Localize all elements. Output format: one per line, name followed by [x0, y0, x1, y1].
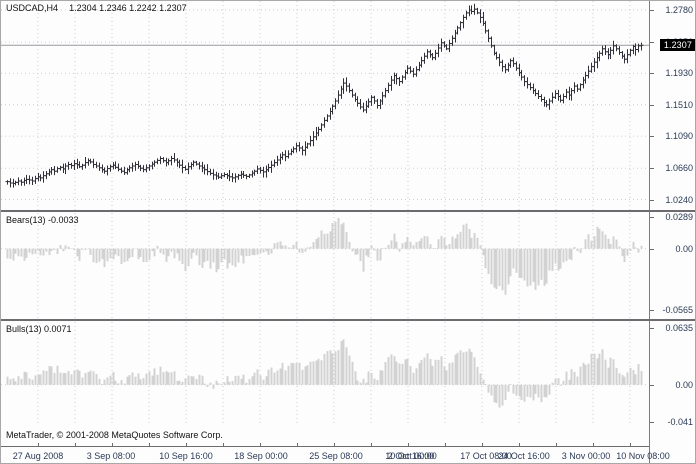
axis-tick [650, 136, 654, 137]
bears-legend: Bears(13) -0.0033 [6, 215, 79, 225]
time-axis-tick [593, 443, 594, 447]
price-legend-symbol: USDCAD [6, 3, 45, 13]
axis-tick [650, 422, 654, 423]
price-legend-ohlc: 1.2304 1.2346 1.2242 1.2307 [69, 3, 187, 13]
bulls-axis-label-1: 0.00 [675, 380, 693, 390]
copyright-footer: MetaTrader, © 2001-2008 MetaQuotes Softw… [6, 430, 223, 440]
axis-tick [650, 200, 654, 201]
time-axis-tick [149, 443, 150, 447]
time-axis-tick [371, 443, 372, 447]
time-axis-line [1, 446, 649, 447]
axis-tick [650, 10, 654, 11]
bears-indicator-plot[interactable] [1, 213, 649, 318]
price-axis-label-4: 1.1090 [665, 131, 693, 141]
time-axis-label-10: 10 Nov 08:00 [616, 451, 670, 461]
time-axis-label-6: 10 Oct 00:00 [385, 451, 437, 461]
time-axis-tick [186, 443, 187, 447]
time-axis-tick [334, 443, 335, 447]
price-legend-timeframe: H4 [46, 3, 59, 13]
bears-axis-label-1: 0.00 [675, 244, 693, 254]
time-axis-label-2: 10 Sep 16:00 [159, 451, 213, 461]
price-bears-separator [1, 210, 695, 212]
axis-tick [650, 385, 654, 386]
price-axis-label-5: 1.0660 [665, 163, 693, 173]
axis-tick [650, 42, 654, 43]
bulls-indicator-plot[interactable] [1, 322, 649, 426]
axis-tick [650, 168, 654, 169]
bulls-legend: Bulls(13) 0.0071 [6, 324, 72, 334]
time-axis-label-8: 24 Oct 16:00 [498, 451, 550, 461]
time-axis-tick [75, 443, 76, 447]
price-axis-label-3: 1.1510 [665, 100, 693, 110]
axis-tick [650, 217, 654, 218]
axis-tick [650, 310, 654, 311]
time-axis-tick [630, 443, 631, 447]
bulls-axis-label-0: 0.0635 [665, 323, 693, 333]
bears-bulls-separator [1, 319, 695, 321]
time-axis-label-5: 2 Oct 16:00 [387, 451, 435, 461]
price-axis-separator [649, 1, 650, 463]
time-axis-tick [223, 443, 224, 447]
time-axis-label-4: 25 Sep 08:00 [309, 451, 363, 461]
bulls-axis-label-2: -0.041 [667, 417, 693, 427]
time-axis-tick [445, 443, 446, 447]
current-price-tag: 1.2307 [659, 39, 695, 51]
time-axis-tick [556, 443, 557, 447]
time-axis-label-3: 18 Sep 00:00 [234, 451, 288, 461]
axis-tick [650, 105, 654, 106]
time-axis-tick [112, 443, 113, 447]
price-axis-label-2: 1.1930 [665, 68, 693, 78]
bulls-indicator-svg [1, 322, 649, 426]
bears-axis-label-2: -0.0565 [662, 305, 693, 315]
price-legend: USDCAD,H4 1.2304 1.2346 1.2242 1.2307 [6, 3, 187, 13]
time-axis-tick [260, 443, 261, 447]
price-axis-label-6: 1.0240 [665, 195, 693, 205]
time-axis-label-1: 3 Sep 08:00 [86, 451, 136, 461]
axis-tick [650, 249, 654, 250]
time-axis-tick [482, 443, 483, 447]
time-axis-tick [519, 443, 520, 447]
bears-indicator-svg [1, 213, 649, 318]
price-chart-plot[interactable] [1, 1, 649, 210]
time-axis-tick [408, 443, 409, 447]
time-axis-label-7: 17 Oct 08:00 [460, 451, 512, 461]
price-scale-axis[interactable]: 1.27801.23501.19301.15101.10901.06601.02… [650, 0, 696, 462]
axis-tick [650, 73, 654, 74]
time-axis-label-0: 27 Aug 2008 [12, 451, 64, 461]
bears-axis-label-0: 0.0289 [665, 212, 693, 222]
axis-tick [650, 328, 654, 329]
time-axis-label-9: 3 Nov 00:00 [561, 451, 611, 461]
price-axis-label-0: 1.2780 [665, 5, 693, 15]
time-axis-tick [38, 443, 39, 447]
time-axis-tick [297, 443, 298, 447]
price-chart-svg [1, 1, 649, 210]
